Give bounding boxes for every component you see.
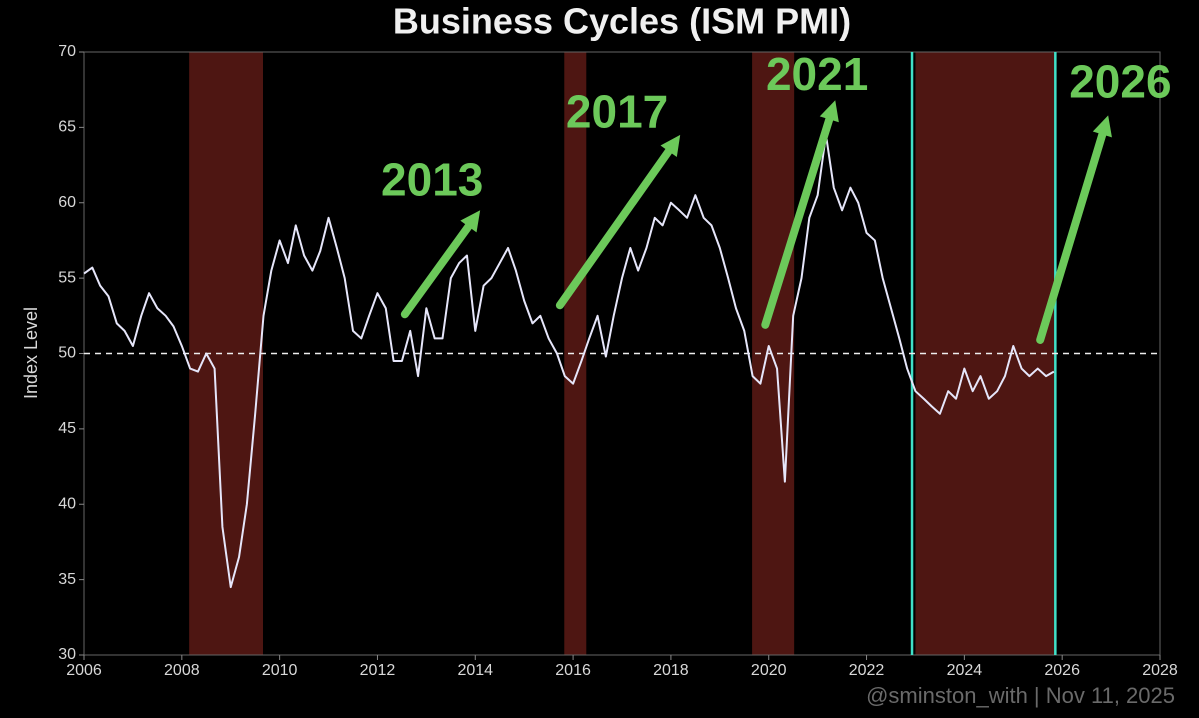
annotation-label: 2021 (766, 48, 868, 100)
y-tick-label: 50 (58, 345, 76, 362)
pmi-line (83, 133, 1055, 589)
x-tick-label: 2014 (457, 662, 493, 679)
y-tick-label: 30 (58, 646, 76, 663)
annotation-arrowhead (460, 210, 481, 233)
x-tick-label: 2018 (653, 662, 689, 679)
x-tick-label: 2006 (66, 662, 102, 679)
annotation-arrowhead (1092, 115, 1112, 138)
annotation-arrowhead (660, 134, 681, 158)
annotation-label: 2017 (566, 85, 668, 137)
shaded-period (564, 52, 587, 655)
y-axis-label: Index Level (21, 307, 41, 399)
annotation-arrowhead (819, 100, 839, 123)
x-tick-label: 2010 (262, 662, 298, 679)
x-tick-label: 2022 (849, 662, 885, 679)
annotation-arrow (1036, 130, 1107, 344)
credit: @sminston_with | Nov 11, 2025 (866, 683, 1175, 708)
annotation-label: 2013 (381, 153, 483, 205)
y-tick-label: 55 (58, 269, 76, 286)
y-tick-label: 40 (58, 495, 76, 512)
annotation-arrow (761, 115, 834, 329)
x-tick-label: 2012 (360, 662, 396, 679)
y-tick-label: 65 (58, 119, 76, 136)
x-tick-label: 2020 (751, 662, 787, 679)
annotation-arrow (555, 147, 673, 310)
y-tick-label: 45 (58, 420, 76, 437)
y-tick-label: 60 (58, 194, 76, 211)
y-tick-label: 35 (58, 571, 76, 588)
x-tick-label: 2008 (164, 662, 200, 679)
y-tick-label: 70 (58, 43, 76, 60)
x-tick-label: 2028 (1142, 662, 1178, 679)
annotation-label: 2026 (1069, 55, 1171, 107)
x-tick-label: 2024 (947, 662, 983, 679)
x-tick-label: 2016 (555, 662, 591, 679)
x-tick-label: 2026 (1044, 662, 1080, 679)
chart-title: Business Cycles (ISM PMI) (393, 1, 851, 42)
annotation-arrow (400, 222, 473, 319)
